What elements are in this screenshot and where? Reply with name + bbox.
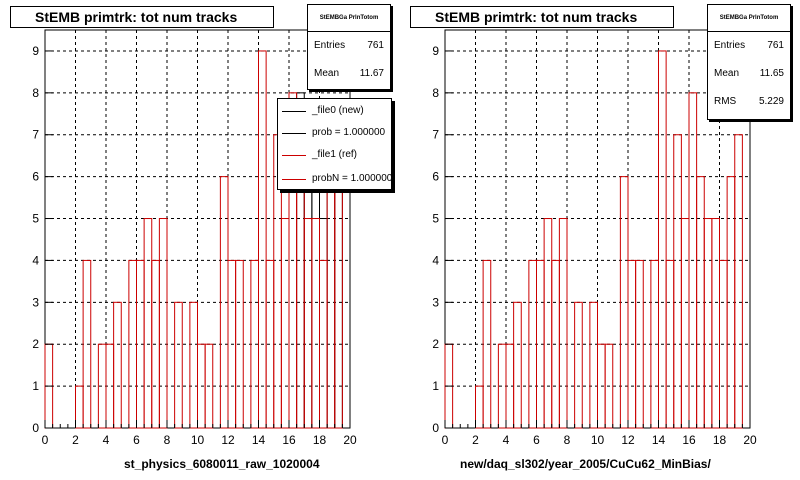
- y-tick-label: 4: [32, 253, 39, 267]
- stats-value: 761: [767, 40, 784, 51]
- left-pad: StEMB primtrk: tot num tracks 0 2 4 6 8 10 12 1…: [10, 4, 392, 471]
- x-tick-label: 14: [252, 433, 266, 447]
- x-tick-label: 12: [621, 433, 635, 447]
- x-tick-label: 18: [313, 433, 327, 447]
- right-stats-box: StEMBGa PrlnTotom Entries 761 Mean 11.65…: [707, 4, 791, 120]
- histogram-bar: [635, 259, 644, 429]
- y-tick-label: 8: [32, 86, 39, 100]
- right-pad-title: StEMB primtrk: tot num tracks: [410, 6, 674, 28]
- histogram-bar: [734, 134, 743, 429]
- legend-line-swatch: [282, 133, 306, 134]
- legend-line-swatch: [282, 155, 306, 156]
- y-tick-label: 2: [32, 337, 39, 351]
- y-tick-label: 6: [432, 170, 439, 184]
- y-tick-label: 9: [32, 44, 39, 58]
- legend-label: _file1 (ref): [312, 149, 358, 160]
- x-tick-label: 6: [533, 433, 540, 447]
- stats-label: Entries: [314, 40, 346, 51]
- x-tick-label: 8: [164, 433, 171, 447]
- x-tick-label: 4: [103, 433, 110, 447]
- legend-line-swatch: [282, 111, 306, 112]
- x-tick-label: 14: [652, 433, 666, 447]
- y-tick-label: 3: [432, 295, 439, 309]
- y-tick-label: 1: [32, 379, 39, 393]
- right-x-axis-label: new/daq_sl302/year_2005/CuCu62_MinBias/: [460, 457, 711, 471]
- right-stats-row-mean: Mean 11.65: [708, 60, 790, 88]
- y-tick-label: 0: [432, 421, 439, 435]
- left-stats-row-entries: Entries 761: [308, 32, 390, 60]
- stats-value: 11.67: [359, 68, 384, 79]
- x-tick-label: 0: [42, 433, 49, 447]
- histogram-bar: [204, 343, 214, 429]
- legend-line-swatch: [282, 179, 306, 180]
- x-tick-label: 8: [564, 433, 571, 447]
- y-tick-label: 3: [32, 295, 39, 309]
- y-tick-label: 0: [32, 421, 39, 435]
- x-tick-label: 16: [682, 433, 696, 447]
- left-legend: _file0 (new) prob = 1.000000 _file1 (ref…: [277, 98, 392, 190]
- x-tick-label: 18: [713, 433, 727, 447]
- stats-label: Mean: [314, 68, 340, 79]
- legend-label: _file0 (new): [312, 105, 364, 116]
- right-stats-header: StEMBGa PrlnTotom: [708, 5, 790, 32]
- left-stats-header: StEMBGa PrlnTotom: [308, 5, 390, 32]
- histogram-bar: [658, 50, 667, 429]
- y-tick-label: 5: [32, 212, 39, 226]
- x-tick-label: 2: [72, 433, 79, 447]
- x-tick-label: 6: [133, 433, 140, 447]
- stats-value: 761: [367, 40, 384, 51]
- histogram-bar: [604, 343, 614, 429]
- left-pad-title: StEMB primtrk: tot num tracks: [10, 6, 274, 28]
- stats-value: 11.65: [759, 68, 784, 79]
- x-tick-label: 12: [221, 433, 235, 447]
- stats-label: RMS: [714, 96, 737, 107]
- histogram-bar: [235, 259, 244, 429]
- legend-label: probN = 1.000000: [312, 173, 392, 184]
- y-tick-label: 7: [432, 128, 439, 142]
- x-tick-label: 20: [343, 433, 357, 447]
- histogram-bar: [574, 301, 583, 429]
- histogram-bar: [513, 301, 522, 429]
- x-tick-label: 4: [503, 433, 510, 447]
- legend-label: prob = 1.000000: [312, 127, 386, 138]
- y-tick-label: 1: [432, 379, 439, 393]
- left-stats-box: StEMBGa PrlnTotom Entries 761 Mean 11.67: [307, 4, 391, 90]
- left-x-axis-label: st_physics_6080011_raw_1020004: [124, 457, 320, 471]
- histogram-bar: [258, 50, 267, 429]
- histogram-bar: [82, 259, 92, 429]
- right-stats-row-entries: Entries 761: [708, 32, 790, 60]
- y-tick-label: 7: [32, 128, 39, 142]
- x-tick-label: 10: [591, 433, 605, 447]
- stats-label: Mean: [714, 68, 740, 79]
- x-tick-label: 0: [442, 433, 449, 447]
- histogram-bar: [158, 218, 168, 429]
- x-tick-label: 20: [743, 433, 757, 447]
- x-tick-label: 16: [282, 433, 296, 447]
- x-tick-label: 10: [191, 433, 205, 447]
- right-pad: StEMB primtrk: tot num tracks 0 2 4 6 8 10 12 1…: [400, 0, 800, 480]
- stats-value: 5.229: [758, 96, 784, 107]
- y-tick-label: 5: [432, 212, 439, 226]
- y-tick-label: 4: [432, 253, 439, 267]
- histogram-bar: [558, 218, 568, 429]
- histogram-bar: [174, 301, 183, 429]
- y-tick-label: 2: [432, 337, 439, 351]
- x-tick-label: 2: [472, 433, 479, 447]
- left-stats-row-mean: Mean 11.67: [308, 60, 390, 88]
- histogram-bar: [113, 301, 122, 429]
- histogram-bar: [482, 259, 492, 429]
- y-tick-label: 6: [32, 170, 39, 184]
- y-tick-label: 9: [432, 44, 439, 58]
- y-tick-label: 8: [432, 86, 439, 100]
- right-stats-row-rms: RMS 5.229: [708, 88, 790, 116]
- stats-label: Entries: [714, 40, 746, 51]
